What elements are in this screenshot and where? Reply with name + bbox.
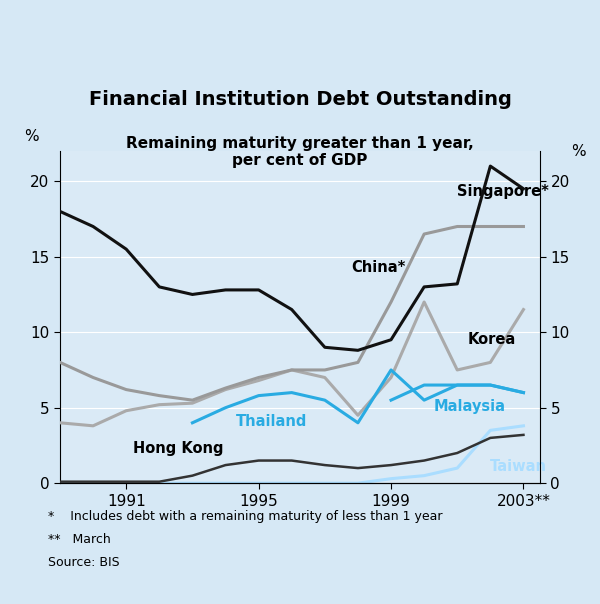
Text: **   March: ** March <box>48 533 111 547</box>
Text: Singapore*: Singapore* <box>457 184 549 199</box>
Text: Thailand: Thailand <box>235 414 307 429</box>
Text: Korea: Korea <box>467 332 515 347</box>
Text: Hong Kong: Hong Kong <box>133 441 223 456</box>
Y-axis label: %: % <box>24 129 38 144</box>
Y-axis label: %: % <box>571 144 586 159</box>
Text: Remaining maturity greater than 1 year,
per cent of GDP: Remaining maturity greater than 1 year, … <box>126 136 474 169</box>
Text: China*: China* <box>352 260 406 275</box>
Text: Malaysia: Malaysia <box>434 399 506 414</box>
Text: *    Includes debt with a remaining maturity of less than 1 year: * Includes debt with a remaining maturit… <box>48 510 443 524</box>
Text: Taiwan: Taiwan <box>490 459 547 474</box>
Text: Source: BIS: Source: BIS <box>48 556 119 570</box>
Text: Financial Institution Debt Outstanding: Financial Institution Debt Outstanding <box>89 90 511 109</box>
